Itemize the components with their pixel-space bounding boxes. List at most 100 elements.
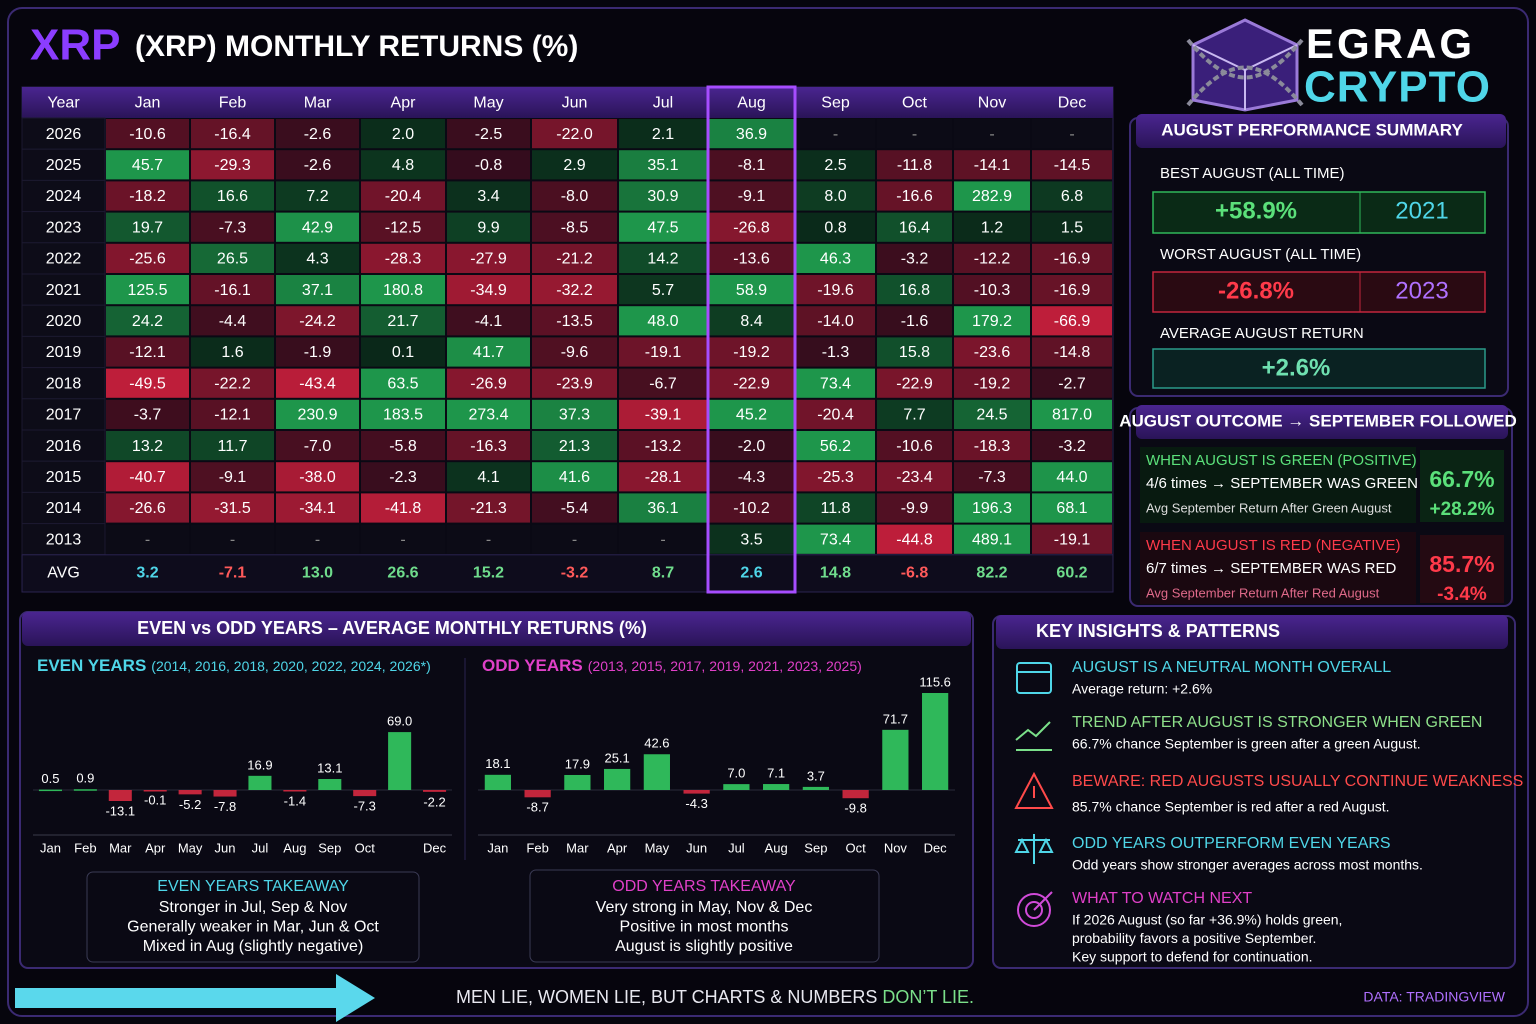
cell-text: 11.7 xyxy=(218,438,248,455)
heat-cell xyxy=(1032,431,1112,461)
heat-cell xyxy=(276,243,359,273)
trend-icon xyxy=(1015,721,1051,741)
cell-text: -12.1 xyxy=(129,344,166,361)
value-label: -1.4 xyxy=(284,794,306,809)
heat-cell xyxy=(361,275,445,305)
block-line: 6/7 times → SEPTEMBER WAS RED xyxy=(1146,560,1396,577)
green-block xyxy=(1140,447,1416,523)
cell-text: -25.3 xyxy=(817,469,854,486)
x-tick-label: Jul xyxy=(728,840,745,855)
cell-text: -19.2 xyxy=(733,344,770,361)
cell-text: - xyxy=(486,531,491,548)
heat-cell xyxy=(709,368,794,398)
cell-text: -5.8 xyxy=(389,438,417,455)
cell-text: - xyxy=(315,531,320,548)
bar xyxy=(38,789,62,792)
x-tick-label: Sep xyxy=(318,840,341,855)
heat-cell xyxy=(191,524,274,554)
heat-cell xyxy=(796,275,875,305)
cell-text: 13.2 xyxy=(132,438,163,455)
heat-cell xyxy=(1032,337,1112,367)
value-label: 115.6 xyxy=(919,674,951,689)
cell-text: 4.3 xyxy=(306,251,328,268)
value-label: -0.1 xyxy=(144,793,166,808)
heat-cell xyxy=(796,399,875,429)
heat-cell xyxy=(877,119,952,149)
cell-text: 3.5 xyxy=(740,531,762,548)
bar xyxy=(763,784,790,790)
cell-text: -10.6 xyxy=(896,438,933,455)
comparison-header xyxy=(22,612,971,646)
value-label: -2.2 xyxy=(423,794,445,809)
insight-title: ODD YEARS OUTPERFORM EVEN YEARS xyxy=(1072,835,1391,852)
heat-cell xyxy=(619,368,707,398)
cell-text: - xyxy=(230,531,235,548)
heat-cell xyxy=(796,212,875,242)
value-label: 0.5 xyxy=(41,771,59,786)
heat-cell xyxy=(877,399,952,429)
cell-text: 26.5 xyxy=(217,251,248,268)
cell-text: -8.0 xyxy=(561,188,589,205)
year-cell xyxy=(21,335,106,369)
heat-cell xyxy=(447,243,530,273)
value-label: -9.8 xyxy=(844,801,866,816)
heat-cell xyxy=(954,243,1030,273)
takeaway-line: Very strong in May, Nov & Dec xyxy=(596,899,813,916)
panel-title: KEY INSIGHTS & PATTERNS xyxy=(1036,621,1280,641)
cell-text: -19.1 xyxy=(645,344,682,361)
heat-cell xyxy=(619,493,707,523)
cell-text: -10.2 xyxy=(733,500,770,517)
value-label: 7.1 xyxy=(767,765,785,780)
heat-cell xyxy=(106,524,189,554)
bar xyxy=(604,768,631,790)
heat-cell xyxy=(447,431,530,461)
heat-cell xyxy=(709,181,794,211)
cell-text: 7.7 xyxy=(903,407,925,424)
x-tick-label: Jun xyxy=(686,840,707,855)
cell-text: -9.9 xyxy=(901,500,929,517)
heat-cell xyxy=(954,119,1030,149)
year-cell xyxy=(21,460,106,493)
target-icon xyxy=(1033,891,1053,911)
heat-cell xyxy=(877,337,952,367)
cell-text: 21.3 xyxy=(559,438,590,455)
scale-icon xyxy=(1014,837,1054,853)
cell-text: -22.9 xyxy=(733,375,770,392)
avg-value: 3.2 xyxy=(136,565,158,582)
heat-cell xyxy=(619,150,707,180)
heat-cell xyxy=(877,431,952,461)
cell-text: -66.9 xyxy=(1054,313,1091,330)
cell-text: 9.9 xyxy=(477,219,499,236)
worst-box xyxy=(1152,271,1486,313)
heat-cell xyxy=(361,399,445,429)
table-header xyxy=(22,87,1113,118)
heat-cell xyxy=(954,399,1030,429)
cell-text: -28.3 xyxy=(385,251,422,268)
year-label: 2020 xyxy=(46,313,82,330)
heat-cell xyxy=(276,493,359,523)
bar xyxy=(143,790,167,792)
heat-cell xyxy=(954,275,1030,305)
cell-text: -8.1 xyxy=(738,157,766,174)
cell-text: 41.6 xyxy=(559,469,590,486)
cell-text: -1.6 xyxy=(901,313,929,330)
heat-cell xyxy=(954,431,1030,461)
heat-cell xyxy=(447,462,530,492)
cell-text: -18.2 xyxy=(129,188,166,205)
x-tick-label: Sep xyxy=(804,840,827,855)
outcome-header xyxy=(1136,405,1508,439)
heat-cell xyxy=(709,243,794,273)
cell-text: -13.5 xyxy=(556,313,593,330)
year-label: 2026 xyxy=(46,126,82,143)
heat-cell xyxy=(709,150,794,180)
heat-cell xyxy=(191,212,274,242)
label: BEST AUGUST (ALL TIME) xyxy=(1160,165,1345,182)
cell-text: -9.1 xyxy=(738,188,766,205)
heat-cell xyxy=(1032,462,1112,492)
cell-text: -0.8 xyxy=(475,157,503,174)
heat-cell xyxy=(796,181,875,211)
cell-text: -2.6 xyxy=(304,157,332,174)
x-tick-label: Oct xyxy=(355,840,376,855)
heat-cell xyxy=(954,150,1030,180)
block-note: Avg September Return After Red August xyxy=(1146,585,1380,600)
